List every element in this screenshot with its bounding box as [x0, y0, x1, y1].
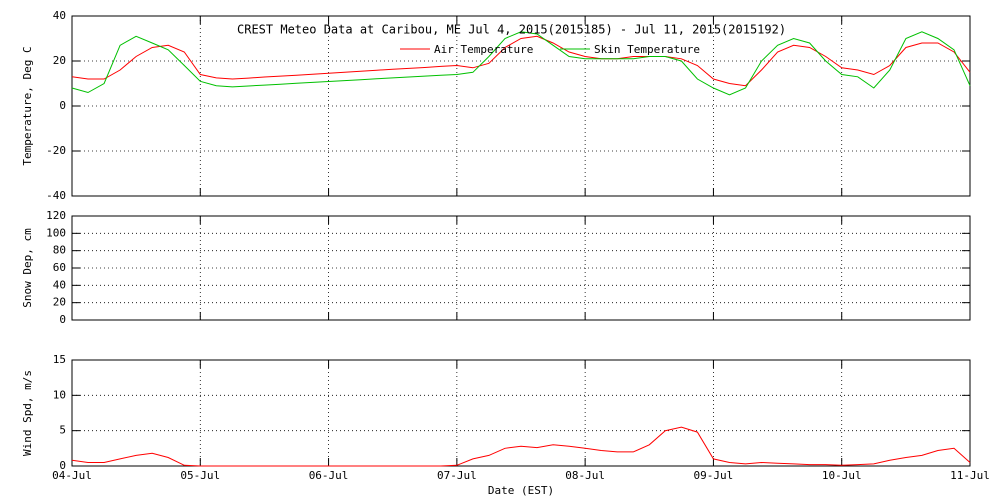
y-tick-label: 80 [53, 244, 66, 257]
y-tick-label: 60 [53, 261, 66, 274]
chart-title: CREST Meteo Data at Caribou, ME Jul 4, 2… [237, 23, 786, 37]
x-tick-label: 06-Jul [309, 469, 349, 482]
x-tick-label: 08-Jul [565, 469, 605, 482]
y-tick-label: 40 [53, 278, 66, 291]
y-tick-label: 5 [59, 424, 66, 437]
x-tick-label: 09-Jul [694, 469, 734, 482]
y-tick-label: 100 [46, 226, 66, 239]
y-tick-label: -40 [46, 189, 66, 202]
plot-frame [71, 15, 971, 197]
y-tick-label: 20 [53, 54, 66, 67]
y-tick-label: 40 [53, 9, 66, 22]
data-line [71, 31, 971, 96]
x-tick-label: 11-Jul [950, 469, 990, 482]
y-tick-label: 0 [59, 459, 66, 472]
legend-label: Air Temperature [434, 43, 533, 56]
data-line [71, 426, 971, 467]
y-tick-label: 15 [53, 353, 66, 366]
y-tick-label: 10 [53, 388, 66, 401]
legend-label: Skin Temperature [594, 43, 700, 56]
data-line [71, 35, 971, 87]
x-tick-label: 10-Jul [822, 469, 862, 482]
y-axis-label: Wind Spd, m/s [21, 370, 34, 456]
y-tick-label: 120 [46, 209, 66, 222]
y-tick-label: 0 [59, 313, 66, 326]
y-axis-label: Snow Dep, cm [21, 228, 34, 308]
x-tick-label: 07-Jul [437, 469, 477, 482]
plot-frame [71, 359, 971, 467]
plot-frame [71, 215, 971, 321]
y-tick-label: 20 [53, 296, 66, 309]
y-axis-label: Temperature, Deg C [21, 46, 34, 165]
y-tick-label: -20 [46, 144, 66, 157]
y-tick-label: 0 [59, 99, 66, 112]
x-axis-label: Date (EST) [488, 484, 554, 497]
x-tick-label: 04-Jul [52, 469, 92, 482]
x-tick-label: 05-Jul [180, 469, 220, 482]
